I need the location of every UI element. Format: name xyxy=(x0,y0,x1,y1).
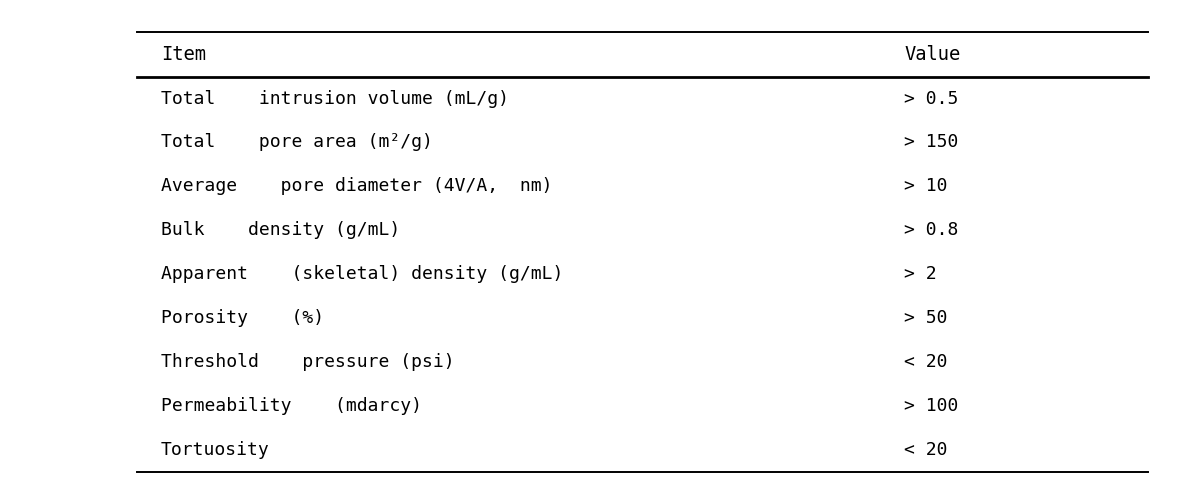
Text: Tortuosity: Tortuosity xyxy=(161,441,269,459)
Text: Average    pore diameter (4V/A,  nm): Average pore diameter (4V/A, nm) xyxy=(161,177,552,195)
Text: > 0.8: > 0.8 xyxy=(904,221,959,239)
Text: Item: Item xyxy=(161,45,206,64)
Text: < 20: < 20 xyxy=(904,353,948,371)
Text: Permeability    (mdarcy): Permeability (mdarcy) xyxy=(161,397,421,415)
Text: Porosity    (%): Porosity (%) xyxy=(161,309,324,327)
Text: > 150: > 150 xyxy=(904,133,959,152)
Text: > 2: > 2 xyxy=(904,265,937,283)
Text: Bulk    density (g/mL): Bulk density (g/mL) xyxy=(161,221,400,239)
Text: > 50: > 50 xyxy=(904,309,948,327)
Text: > 0.5: > 0.5 xyxy=(904,89,959,108)
Text: Total    pore area (m²/g): Total pore area (m²/g) xyxy=(161,133,432,152)
Text: < 20: < 20 xyxy=(904,441,948,459)
Text: > 100: > 100 xyxy=(904,397,959,415)
Text: Total    intrusion volume (mL/g): Total intrusion volume (mL/g) xyxy=(161,89,508,108)
Text: Value: Value xyxy=(904,45,960,64)
Text: Apparent    (skeletal) density (g/mL): Apparent (skeletal) density (g/mL) xyxy=(161,265,563,283)
Text: > 10: > 10 xyxy=(904,177,948,195)
Text: Threshold    pressure (psi): Threshold pressure (psi) xyxy=(161,353,455,371)
